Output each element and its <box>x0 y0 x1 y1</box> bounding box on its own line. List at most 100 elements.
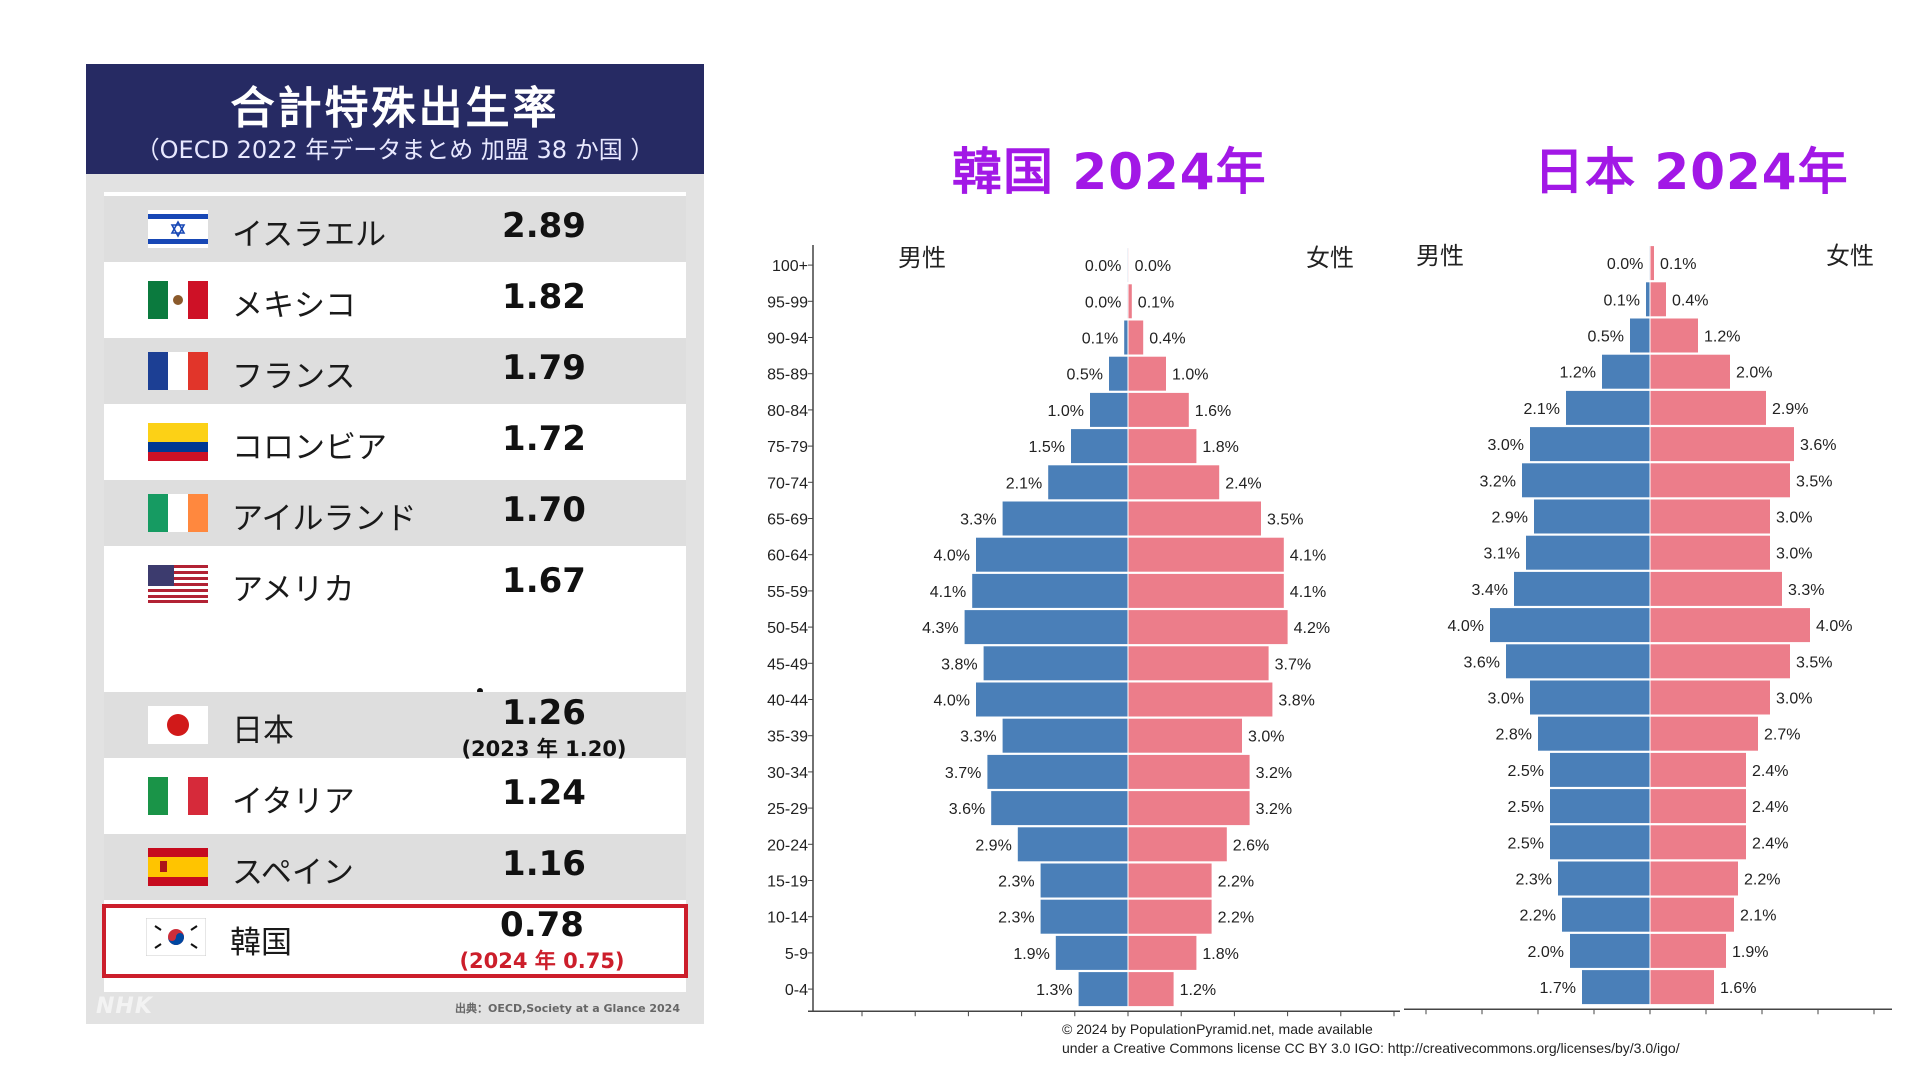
korea-male-bar <box>1090 392 1128 427</box>
japan-male-bar <box>1630 318 1650 353</box>
korea-male-value-label: 3.3% <box>960 512 996 529</box>
japan-female-value-label: 2.4% <box>1752 763 1788 780</box>
japan-female-value-label: 3.3% <box>1788 582 1824 599</box>
japan-male-value-label: 3.6% <box>1464 654 1500 671</box>
previous-year-note: (2023 年 1.20) <box>461 737 627 761</box>
japan-male-bar <box>1534 499 1650 534</box>
korea-female-bar <box>1128 429 1197 464</box>
korea-male-bar <box>987 754 1128 789</box>
age-tick-label: 0-4 <box>785 982 808 999</box>
korea-female-value-label: 1.8% <box>1202 946 1238 963</box>
korea-male-value-label: 0.0% <box>1085 258 1121 275</box>
age-tick-label: 85-89 <box>767 367 808 384</box>
japan-male-bar <box>1562 897 1650 932</box>
fertility-rate: 0.78 <box>500 905 584 945</box>
korea-female-bar <box>1128 356 1166 391</box>
age-tick-label: 65-69 <box>767 512 808 529</box>
korea-female-value-label: 3.2% <box>1256 765 1292 782</box>
korea-male-bar <box>991 791 1128 826</box>
japan-female-value-label: 1.9% <box>1732 944 1768 961</box>
age-tick-label: 15-19 <box>767 874 808 891</box>
korea-male-bar <box>964 610 1128 645</box>
israel-flag-icon <box>148 210 208 248</box>
usa-flag-icon <box>148 565 208 603</box>
japan-female-value-label: 2.9% <box>1772 401 1808 418</box>
korea-female-bar <box>1128 899 1212 934</box>
korea-male-value-label: 1.9% <box>1013 946 1049 963</box>
korea-male-value-label: 2.3% <box>998 910 1034 927</box>
japan-female-bar <box>1650 644 1790 679</box>
license-link[interactable]: http://creativecommons.org/licenses/by/3… <box>1387 1040 1680 1056</box>
korea-male-value-label: 4.1% <box>930 584 966 601</box>
korea-female-value-label: 3.2% <box>1256 801 1292 818</box>
japan-male-value-label: 0.1% <box>1604 292 1640 309</box>
korea-male-bar <box>1124 320 1128 355</box>
fertility-rate: 1.67 <box>502 561 586 601</box>
japan-male-value-label: 1.7% <box>1540 980 1576 997</box>
age-tick-label: 10-14 <box>767 910 808 927</box>
list-item-ireland: アイルランド 1.70 <box>104 480 686 546</box>
japan-male-value-label: 0.0% <box>1607 256 1643 273</box>
japan-female-value-label: 2.1% <box>1740 908 1776 925</box>
fertility-rate: 1.70 <box>502 490 586 530</box>
korea-male-bar <box>1040 863 1128 898</box>
korea-male-bar <box>1071 429 1128 464</box>
japan-female-value-label: 2.4% <box>1752 835 1788 852</box>
source-note: 出典：OECD,Society at a Glance 2024 <box>455 1002 680 1015</box>
country-name: フランス <box>232 359 356 395</box>
korea-male-value-label: 1.0% <box>1048 403 1084 420</box>
korea-male-value-label: 4.0% <box>934 548 970 565</box>
japan-female-bar <box>1650 789 1746 824</box>
panel-subtitle: （OECD 2022 年データまとめ 加盟 38 か国 ） <box>135 136 655 164</box>
korea-female-bar <box>1128 682 1273 717</box>
japan-female-value-label: 2.0% <box>1736 365 1772 382</box>
korea-female-value-label: 2.4% <box>1225 475 1261 492</box>
nhk-watermark: NHK <box>96 994 153 1019</box>
korea-male-value-label: 0.1% <box>1082 331 1118 348</box>
japan-female-bar <box>1650 716 1758 751</box>
france-flag-icon <box>148 352 208 390</box>
japan-male-value-label: 3.0% <box>1488 691 1524 708</box>
spain-flag-icon <box>148 848 208 886</box>
panel-header: 合計特殊出生率 （OECD 2022 年データまとめ 加盟 38 か国 ） <box>86 64 704 174</box>
korea-female-bar <box>1128 573 1284 608</box>
korea-male-bar <box>1017 827 1128 862</box>
japan-male-value-label: 2.0% <box>1528 944 1564 961</box>
age-tick-label: 90-94 <box>767 331 808 348</box>
japan-female-value-label: 0.1% <box>1660 256 1696 273</box>
age-tick-label: 100+ <box>772 258 808 275</box>
korea-female-value-label: 4.2% <box>1294 620 1330 637</box>
japan-male-bar <box>1550 752 1650 787</box>
korea-female-value-label: 3.8% <box>1278 693 1314 710</box>
japan-female-bar <box>1650 752 1746 787</box>
japan-male-value-label: 4.0% <box>1448 618 1484 635</box>
korea-female-bar <box>1128 392 1189 427</box>
korea-male-value-label: 0.5% <box>1067 367 1103 384</box>
japan-female-bar <box>1650 282 1666 317</box>
japan-male-value-label: 3.4% <box>1472 582 1508 599</box>
list-item-korea-highlighted: 韓国 0.78 (2024 年 0.75) <box>102 904 688 978</box>
fertility-rate: 1.79 <box>502 348 586 388</box>
japan-male-bar <box>1538 716 1650 751</box>
japan-male-value-label: 2.5% <box>1508 835 1544 852</box>
korea-male-value-label: 3.8% <box>941 656 977 673</box>
japan-female-bar <box>1650 390 1766 425</box>
list-item-colombia: コロンビア 1.72 <box>104 409 686 475</box>
korea-female-bar <box>1128 537 1284 572</box>
japan-female-value-label: 2.2% <box>1744 872 1780 889</box>
korea-female-bar <box>1128 284 1132 319</box>
japan-male-bar <box>1582 970 1650 1005</box>
korea-female-bar <box>1128 501 1261 536</box>
japan-female-bar <box>1650 246 1654 281</box>
korea-female-value-label: 4.1% <box>1290 584 1326 601</box>
korea-male-bar <box>1048 465 1128 500</box>
japan-female-value-label: 1.2% <box>1704 329 1740 346</box>
korea-male-value-label: 3.7% <box>945 765 981 782</box>
japan-female-value-label: 3.6% <box>1800 437 1836 454</box>
japan-male-bar <box>1550 825 1650 860</box>
japan-female-bar <box>1650 933 1726 968</box>
japan-male-bar <box>1558 861 1650 896</box>
korea-female-value-label: 2.2% <box>1218 910 1254 927</box>
age-tick-label: 75-79 <box>767 439 808 456</box>
